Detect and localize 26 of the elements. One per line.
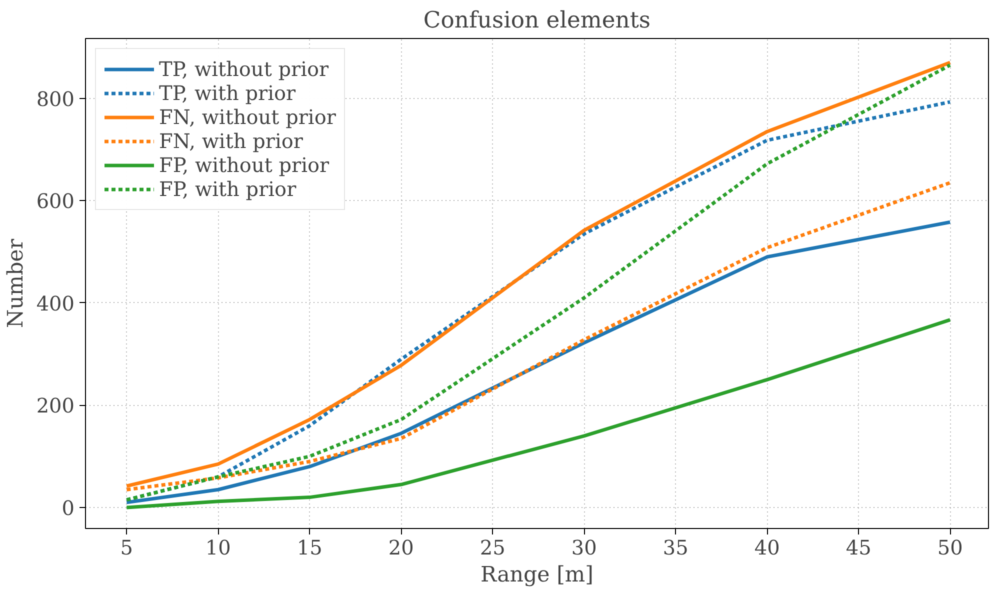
line-series — [124, 318, 952, 510]
line-series — [124, 220, 952, 504]
legend-label: TP, with prior — [159, 81, 296, 105]
x-tick-label: 20 — [388, 536, 414, 560]
y-tick-label: 400 — [36, 291, 75, 316]
x-tick-label: 25 — [480, 536, 506, 560]
legend-label: FP, without prior — [159, 153, 330, 177]
x-tick-label: 40 — [754, 536, 780, 560]
y-tick-label: 200 — [36, 394, 75, 418]
x-tick-label: 15 — [296, 536, 322, 560]
legend-label: TP, without prior — [159, 57, 329, 81]
x-tick-label: 35 — [662, 536, 688, 560]
y-axis-title: Number — [3, 238, 28, 328]
legend-label: FP, with prior — [159, 177, 296, 201]
x-tick-label: 5 — [120, 536, 134, 560]
legend-label: FN, without prior — [159, 105, 336, 129]
legend-label: FN, with prior — [159, 129, 303, 153]
y-tick-label: 0 — [62, 496, 75, 520]
y-tick-label: 600 — [36, 189, 75, 214]
x-tick-label: 45 — [846, 536, 872, 560]
x-axis-title: Range [m] — [480, 562, 594, 588]
x-tick-label: 30 — [571, 536, 597, 560]
x-tick-label: 50 — [937, 536, 963, 560]
y-tick-label: 800 — [36, 86, 75, 111]
x-tick-label: 10 — [205, 536, 231, 560]
chart-title: Confusion elements — [423, 8, 651, 34]
